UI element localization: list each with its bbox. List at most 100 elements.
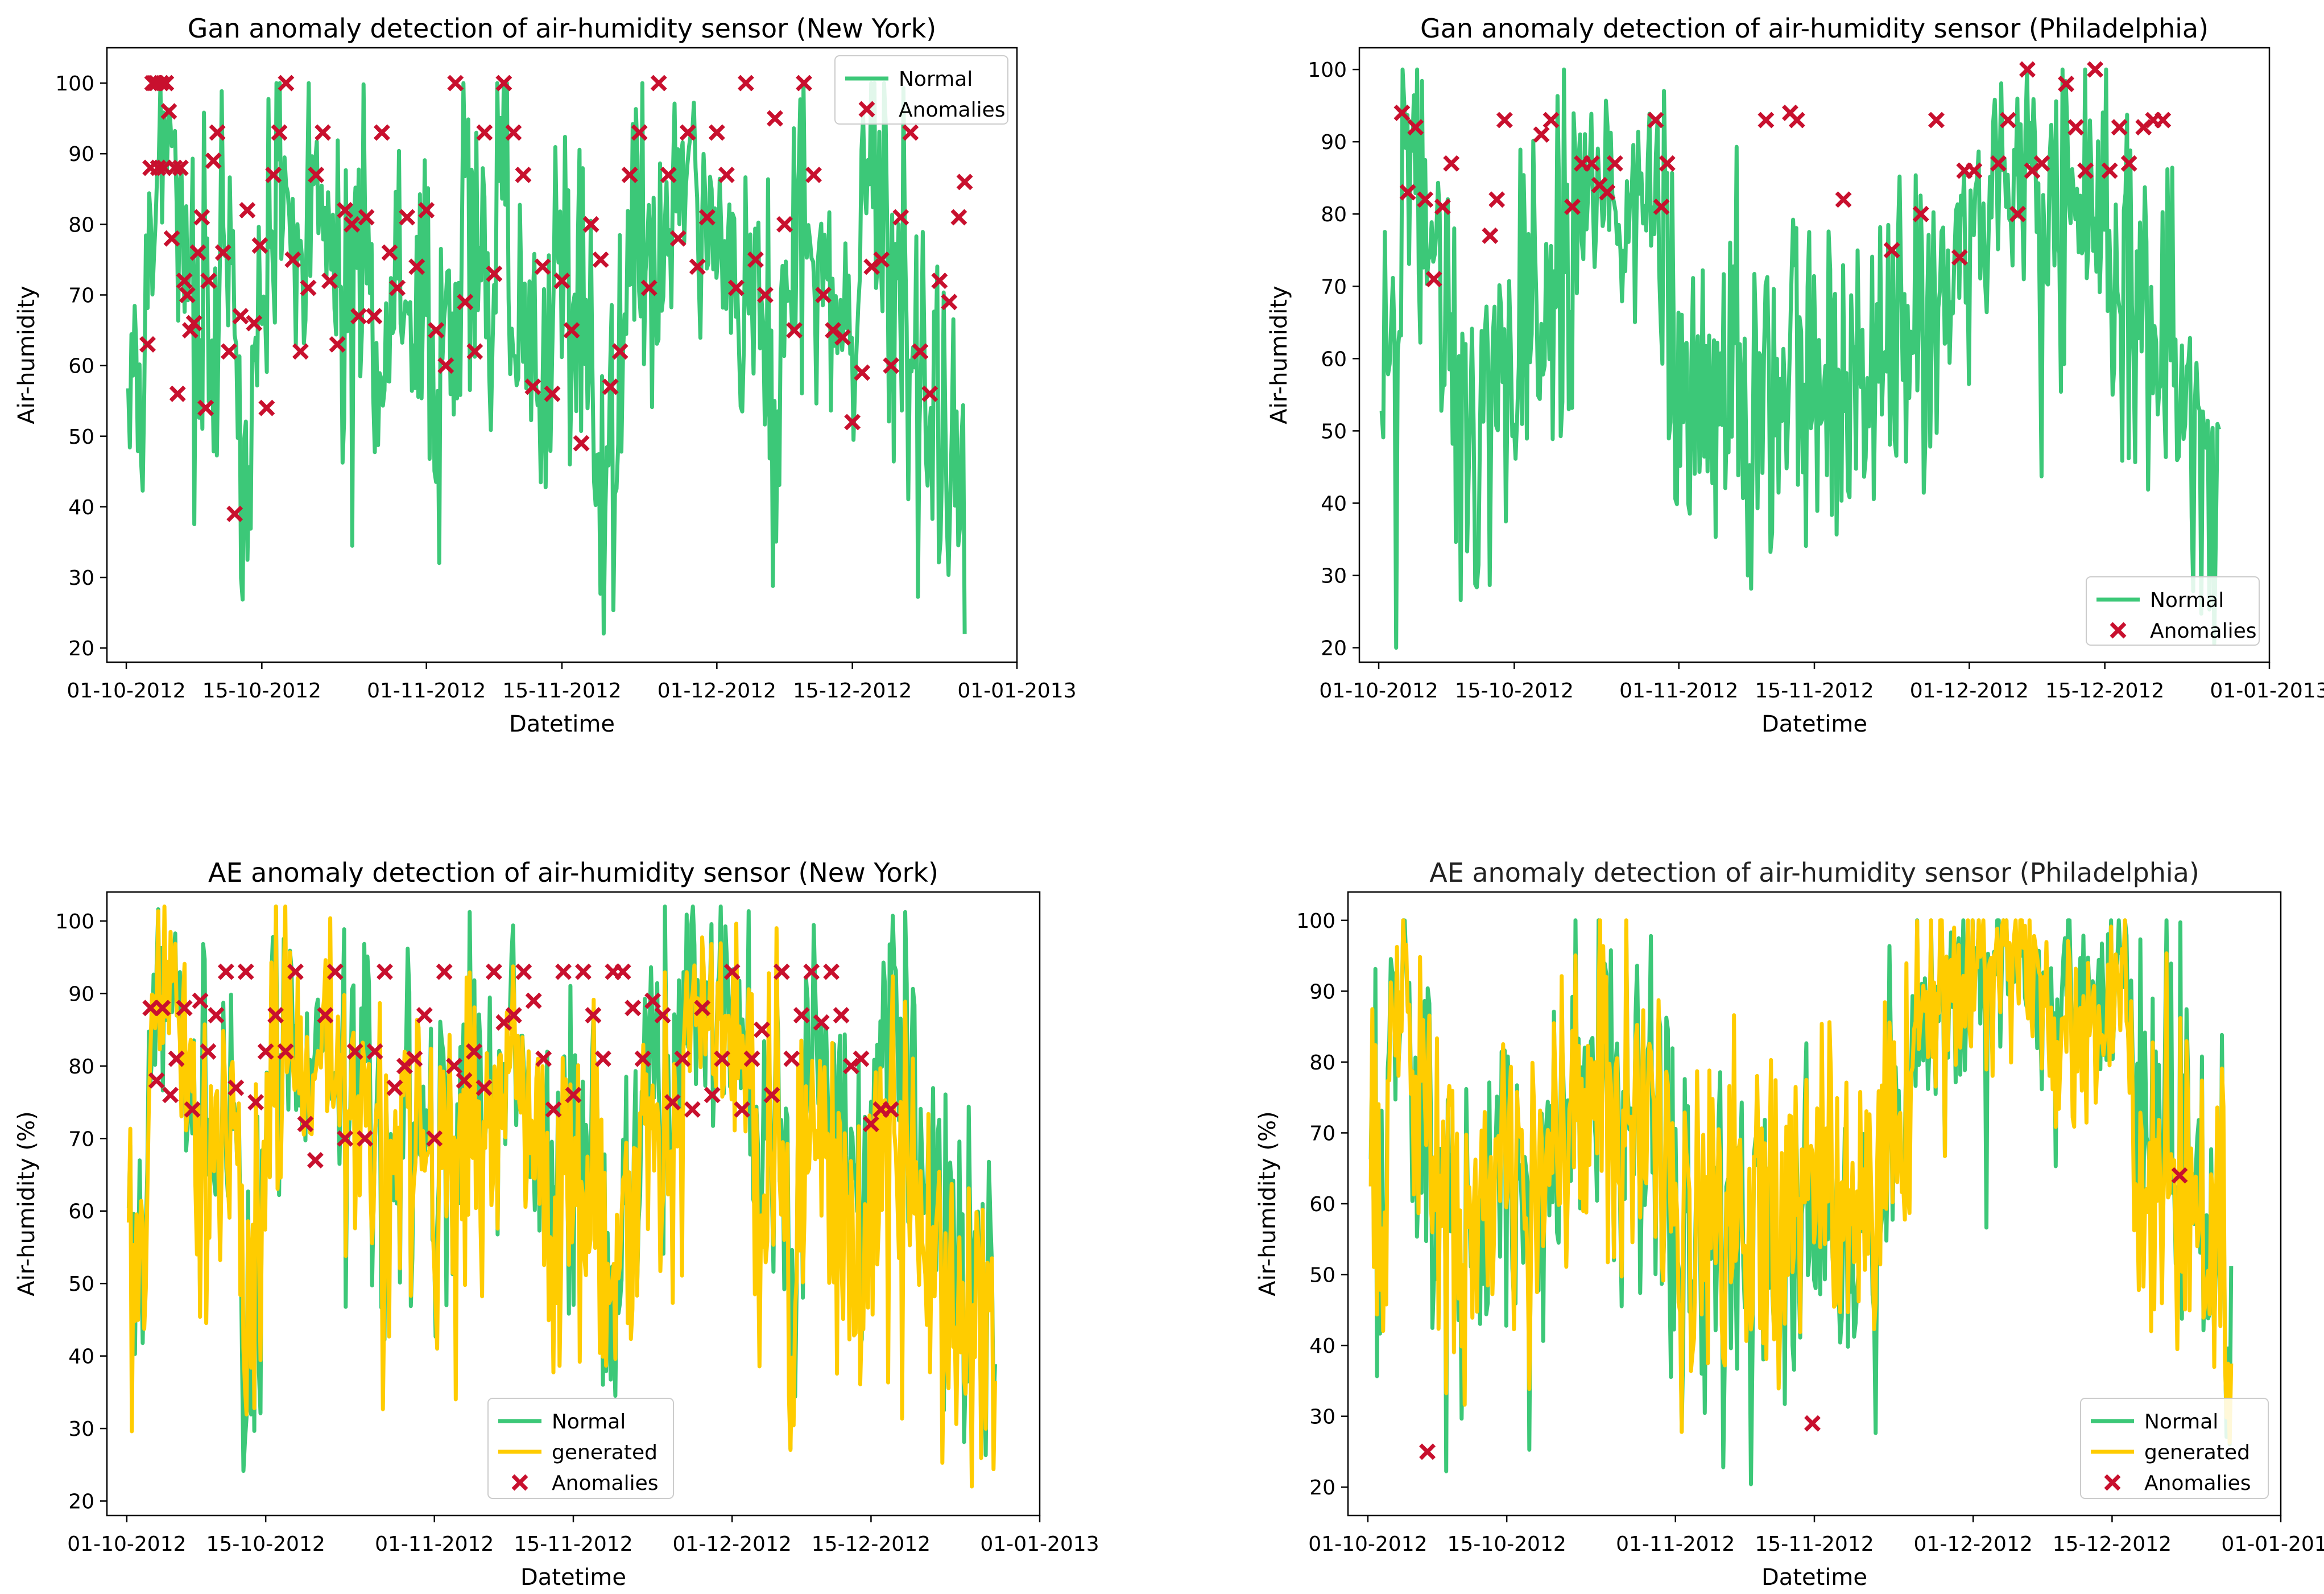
y-tick-label: 80 xyxy=(68,1055,94,1079)
anomaly-point xyxy=(631,124,648,141)
anomaly-point xyxy=(694,1000,711,1017)
x-tick-label: 01-12-2012 xyxy=(1914,1533,2033,1556)
anomaly-point xyxy=(197,399,214,416)
anomaly-point xyxy=(205,152,222,170)
legend: Normal generated Anomalies xyxy=(487,1398,674,1499)
anomaly-point xyxy=(154,1000,171,1017)
x-tick-label: 15-12-2012 xyxy=(2045,679,2164,703)
anomaly-point xyxy=(381,244,398,261)
anomaly-point xyxy=(674,1050,691,1067)
anomaly-point xyxy=(317,1007,334,1024)
x-tick-label: 01-01-2013 xyxy=(2210,679,2324,703)
x-tick-label: 01-01-2013 xyxy=(980,1533,1099,1556)
x-tick-label: 15-10-2012 xyxy=(206,1533,325,1556)
anomaly-point xyxy=(237,963,254,980)
legend-box xyxy=(2080,1398,2269,1499)
anomaly-point xyxy=(956,174,973,191)
x-tick-label: 01-10-2012 xyxy=(67,1533,186,1556)
anomaly-point xyxy=(152,75,169,92)
anomaly-point xyxy=(1804,1415,1821,1432)
anomaly-point xyxy=(208,1007,225,1024)
legend-label-normal: Normal xyxy=(552,1410,626,1434)
anomaly-point xyxy=(823,963,840,980)
panel-ae-philadelphia: AE anomaly detection of air-humidity sen… xyxy=(1255,857,2324,1591)
legend-label-anomalies: Anomalies xyxy=(2150,620,2257,643)
anomaly-point xyxy=(1966,162,1983,179)
anomaly-point xyxy=(625,1000,642,1017)
anomaly-point xyxy=(763,1087,780,1104)
chart-title: AE anomaly detection of air-humidity sen… xyxy=(208,857,938,888)
anomaly-point xyxy=(793,1007,810,1024)
anomaly-point xyxy=(708,124,725,141)
anomaly-point xyxy=(214,244,231,261)
anomaly-point xyxy=(614,963,631,980)
y-tick-label: 50 xyxy=(1309,1264,1335,1287)
anomaly-point xyxy=(553,272,570,290)
anomaly-point xyxy=(873,251,890,268)
legend-box xyxy=(2086,576,2260,646)
anomaly-point xyxy=(582,216,599,233)
y-tick-label: 80 xyxy=(68,213,94,237)
anomaly-point xyxy=(246,315,263,332)
anomaly-point xyxy=(844,414,861,431)
anomaly-point xyxy=(950,209,967,226)
series-line-generated xyxy=(126,905,997,1489)
y-tick-label: 70 xyxy=(68,284,94,307)
x-axis-label: Datetime xyxy=(509,711,615,737)
y-tick-label: 30 xyxy=(68,567,94,590)
x-tick-label: 01-10-2012 xyxy=(67,679,185,703)
legend-marker-anomalies xyxy=(858,101,875,118)
anomaly-point xyxy=(1399,184,1416,201)
anomaly-point xyxy=(185,315,202,332)
anomaly-point xyxy=(585,1007,602,1024)
anomaly-point xyxy=(883,357,900,374)
legend-label-normal: Normal xyxy=(899,68,973,91)
anomaly-point xyxy=(834,329,851,346)
anomaly-point xyxy=(399,209,416,226)
anomaly-point xyxy=(350,308,367,325)
anomaly-point xyxy=(1835,191,1852,208)
anomaly-point xyxy=(912,343,929,360)
anomaly-point xyxy=(773,963,790,980)
legend-box xyxy=(487,1398,674,1499)
y-tick-label: 40 xyxy=(1309,1335,1335,1358)
anomaly-point xyxy=(160,103,177,120)
x-axis-label: Datetime xyxy=(1761,711,1867,737)
anomaly-point xyxy=(621,166,638,183)
anomaly-point xyxy=(495,75,512,92)
y-tick-label: 90 xyxy=(1321,131,1347,154)
y-tick-label: 60 xyxy=(68,1200,94,1224)
anomaly-point xyxy=(813,1014,830,1031)
anomaly-point xyxy=(1951,249,1968,266)
anomaly-point xyxy=(389,279,406,296)
anomaly-point xyxy=(2009,205,2026,222)
anomaly-point xyxy=(1482,227,1499,244)
anomaly-point xyxy=(265,166,282,183)
anomaly-point xyxy=(476,124,493,141)
anomaly-point xyxy=(2101,162,2118,179)
anomaly-point xyxy=(718,166,735,183)
anomaly-point xyxy=(307,1152,324,1169)
legend: Normal Anomalies xyxy=(2086,576,2260,646)
anomaly-point xyxy=(689,258,706,275)
anomaly-point xyxy=(386,1079,403,1096)
x-tick-label: 15-10-2012 xyxy=(1455,679,1574,703)
anomaly-point xyxy=(1434,199,1451,216)
anomaly-point xyxy=(723,963,741,980)
series-line-generated xyxy=(1368,918,2234,1445)
y-tick-label: 80 xyxy=(1309,1051,1335,1075)
anomaly-point xyxy=(1999,112,2016,129)
anomaly-point xyxy=(803,963,820,980)
anomaly-point xyxy=(1393,104,1411,121)
anomaly-point xyxy=(1659,155,1676,172)
anomaly-point xyxy=(446,1058,463,1075)
y-axis-label: Air-humidity (%) xyxy=(1255,1111,1281,1296)
anomaly-point xyxy=(315,124,332,141)
anomaly-point xyxy=(796,75,813,92)
anomaly-point xyxy=(654,1007,671,1024)
chart-title: Gan anomaly detection of air-humidity se… xyxy=(1420,13,2209,44)
anomaly-point xyxy=(698,209,716,226)
anomaly-point xyxy=(466,1043,483,1060)
anomaly-point xyxy=(1990,155,2007,172)
anomaly-point xyxy=(640,279,657,296)
